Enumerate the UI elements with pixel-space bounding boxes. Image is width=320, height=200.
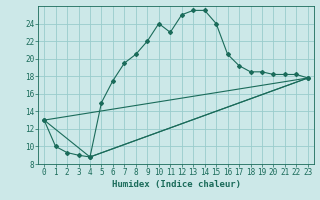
X-axis label: Humidex (Indice chaleur): Humidex (Indice chaleur)	[111, 180, 241, 189]
